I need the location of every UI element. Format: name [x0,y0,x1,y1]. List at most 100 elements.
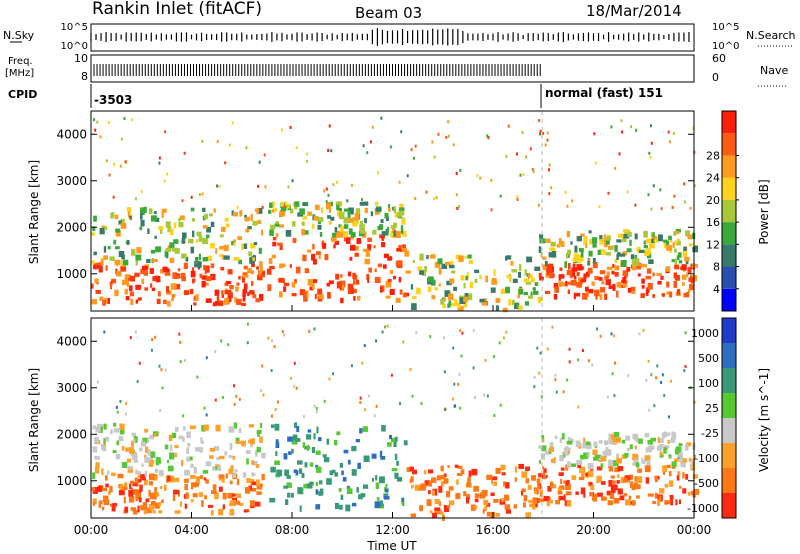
echo-cell [581,349,584,353]
echo-cell [647,193,650,197]
echo-cell [684,444,689,451]
echo-cell [250,242,256,249]
echo-cell [368,244,371,251]
echo-cell [336,180,339,184]
echo-cell [347,459,351,465]
echo-cell [148,481,153,486]
echo-cell [283,282,290,287]
echo-cell [558,472,564,476]
echo-cell [459,168,462,172]
echo-cell [205,413,208,417]
echo-cell [645,289,649,296]
colorbar-tick-label: 4 [713,283,720,296]
echo-cell [650,232,653,237]
echo-cell [585,472,591,476]
echo-cell [211,490,217,494]
echo-cell [638,332,641,336]
echo-cell [248,485,253,491]
echo-cell [547,263,554,267]
echo-cell [323,457,330,463]
echo-cell [129,336,132,340]
echo-cell [243,283,248,290]
echo-cell [120,222,127,229]
echo-cell [553,283,558,289]
echo-cell [574,245,578,253]
echo-cell [379,450,383,458]
echo-cell [440,465,444,472]
echo-cell [383,325,386,329]
nave-tick-bottom: 0 [712,71,719,84]
echo-cell [317,224,322,230]
echo-cell [688,457,691,462]
echo-cell [438,501,441,507]
echo-cell [498,341,501,345]
echo-cell [631,500,636,506]
echo-cell [511,299,515,306]
echo-cell [449,278,455,284]
echo-cell [645,248,651,255]
echo-cell [243,509,248,513]
echo-cell [448,500,455,506]
echo-cell [145,498,150,503]
echo-cell [126,458,132,463]
echo-cell [401,497,405,504]
echo-cell [159,408,162,412]
echo-cell [415,331,418,335]
echo-cell [524,269,527,276]
echo-cell [410,476,414,483]
echo-cell [593,441,598,447]
echo-cell [668,454,672,458]
echo-cell [565,447,571,451]
echo-cell [671,205,674,209]
echo-cell [605,240,610,245]
echo-cell [347,271,352,277]
echo-cell [135,254,142,261]
echo-cell [256,446,261,453]
echo-cell [321,242,327,249]
echo-cell [158,364,161,368]
echo-cell [534,282,539,286]
echo-cell [556,244,561,248]
y-tick-label: 2000 [56,220,87,234]
echo-cell [359,201,365,206]
echo-cell [594,454,601,458]
echo-cell [340,494,344,500]
echo-cell [128,496,135,503]
echo-cell [178,217,181,222]
echo-cell [665,266,671,272]
echo-cell [318,437,322,442]
echo-cell [167,475,171,482]
echo-cell [229,480,233,485]
echo-cell [171,294,174,298]
echo-cell [315,406,318,410]
echo-cell [149,455,153,462]
echo-cell [205,275,212,282]
echo-cell [108,491,111,495]
echo-cell [203,477,207,481]
echo-cell [675,240,681,246]
echo-cell [359,220,364,227]
echo-cell [96,120,99,124]
echo-cell [139,484,143,492]
echo-cell [273,208,278,212]
echo-cell [140,441,146,447]
echo-cell [635,254,638,261]
echo-cell [353,278,356,285]
echo-cell [413,156,416,160]
colorbar-tick-label: 24 [706,172,720,185]
echo-cell [155,275,161,283]
echo-cell [257,184,260,188]
echo-cell [146,258,151,264]
power-colorbar-title: Power [dB] [757,179,771,244]
echo-cell [318,217,324,222]
echo-cell [145,446,149,454]
echo-cell [357,462,361,469]
echo-cell [151,287,156,292]
echo-cell [351,445,357,452]
echo-cell [178,435,184,440]
echo-cell [541,445,547,452]
echo-cell [221,226,226,232]
echo-cell [203,264,206,271]
